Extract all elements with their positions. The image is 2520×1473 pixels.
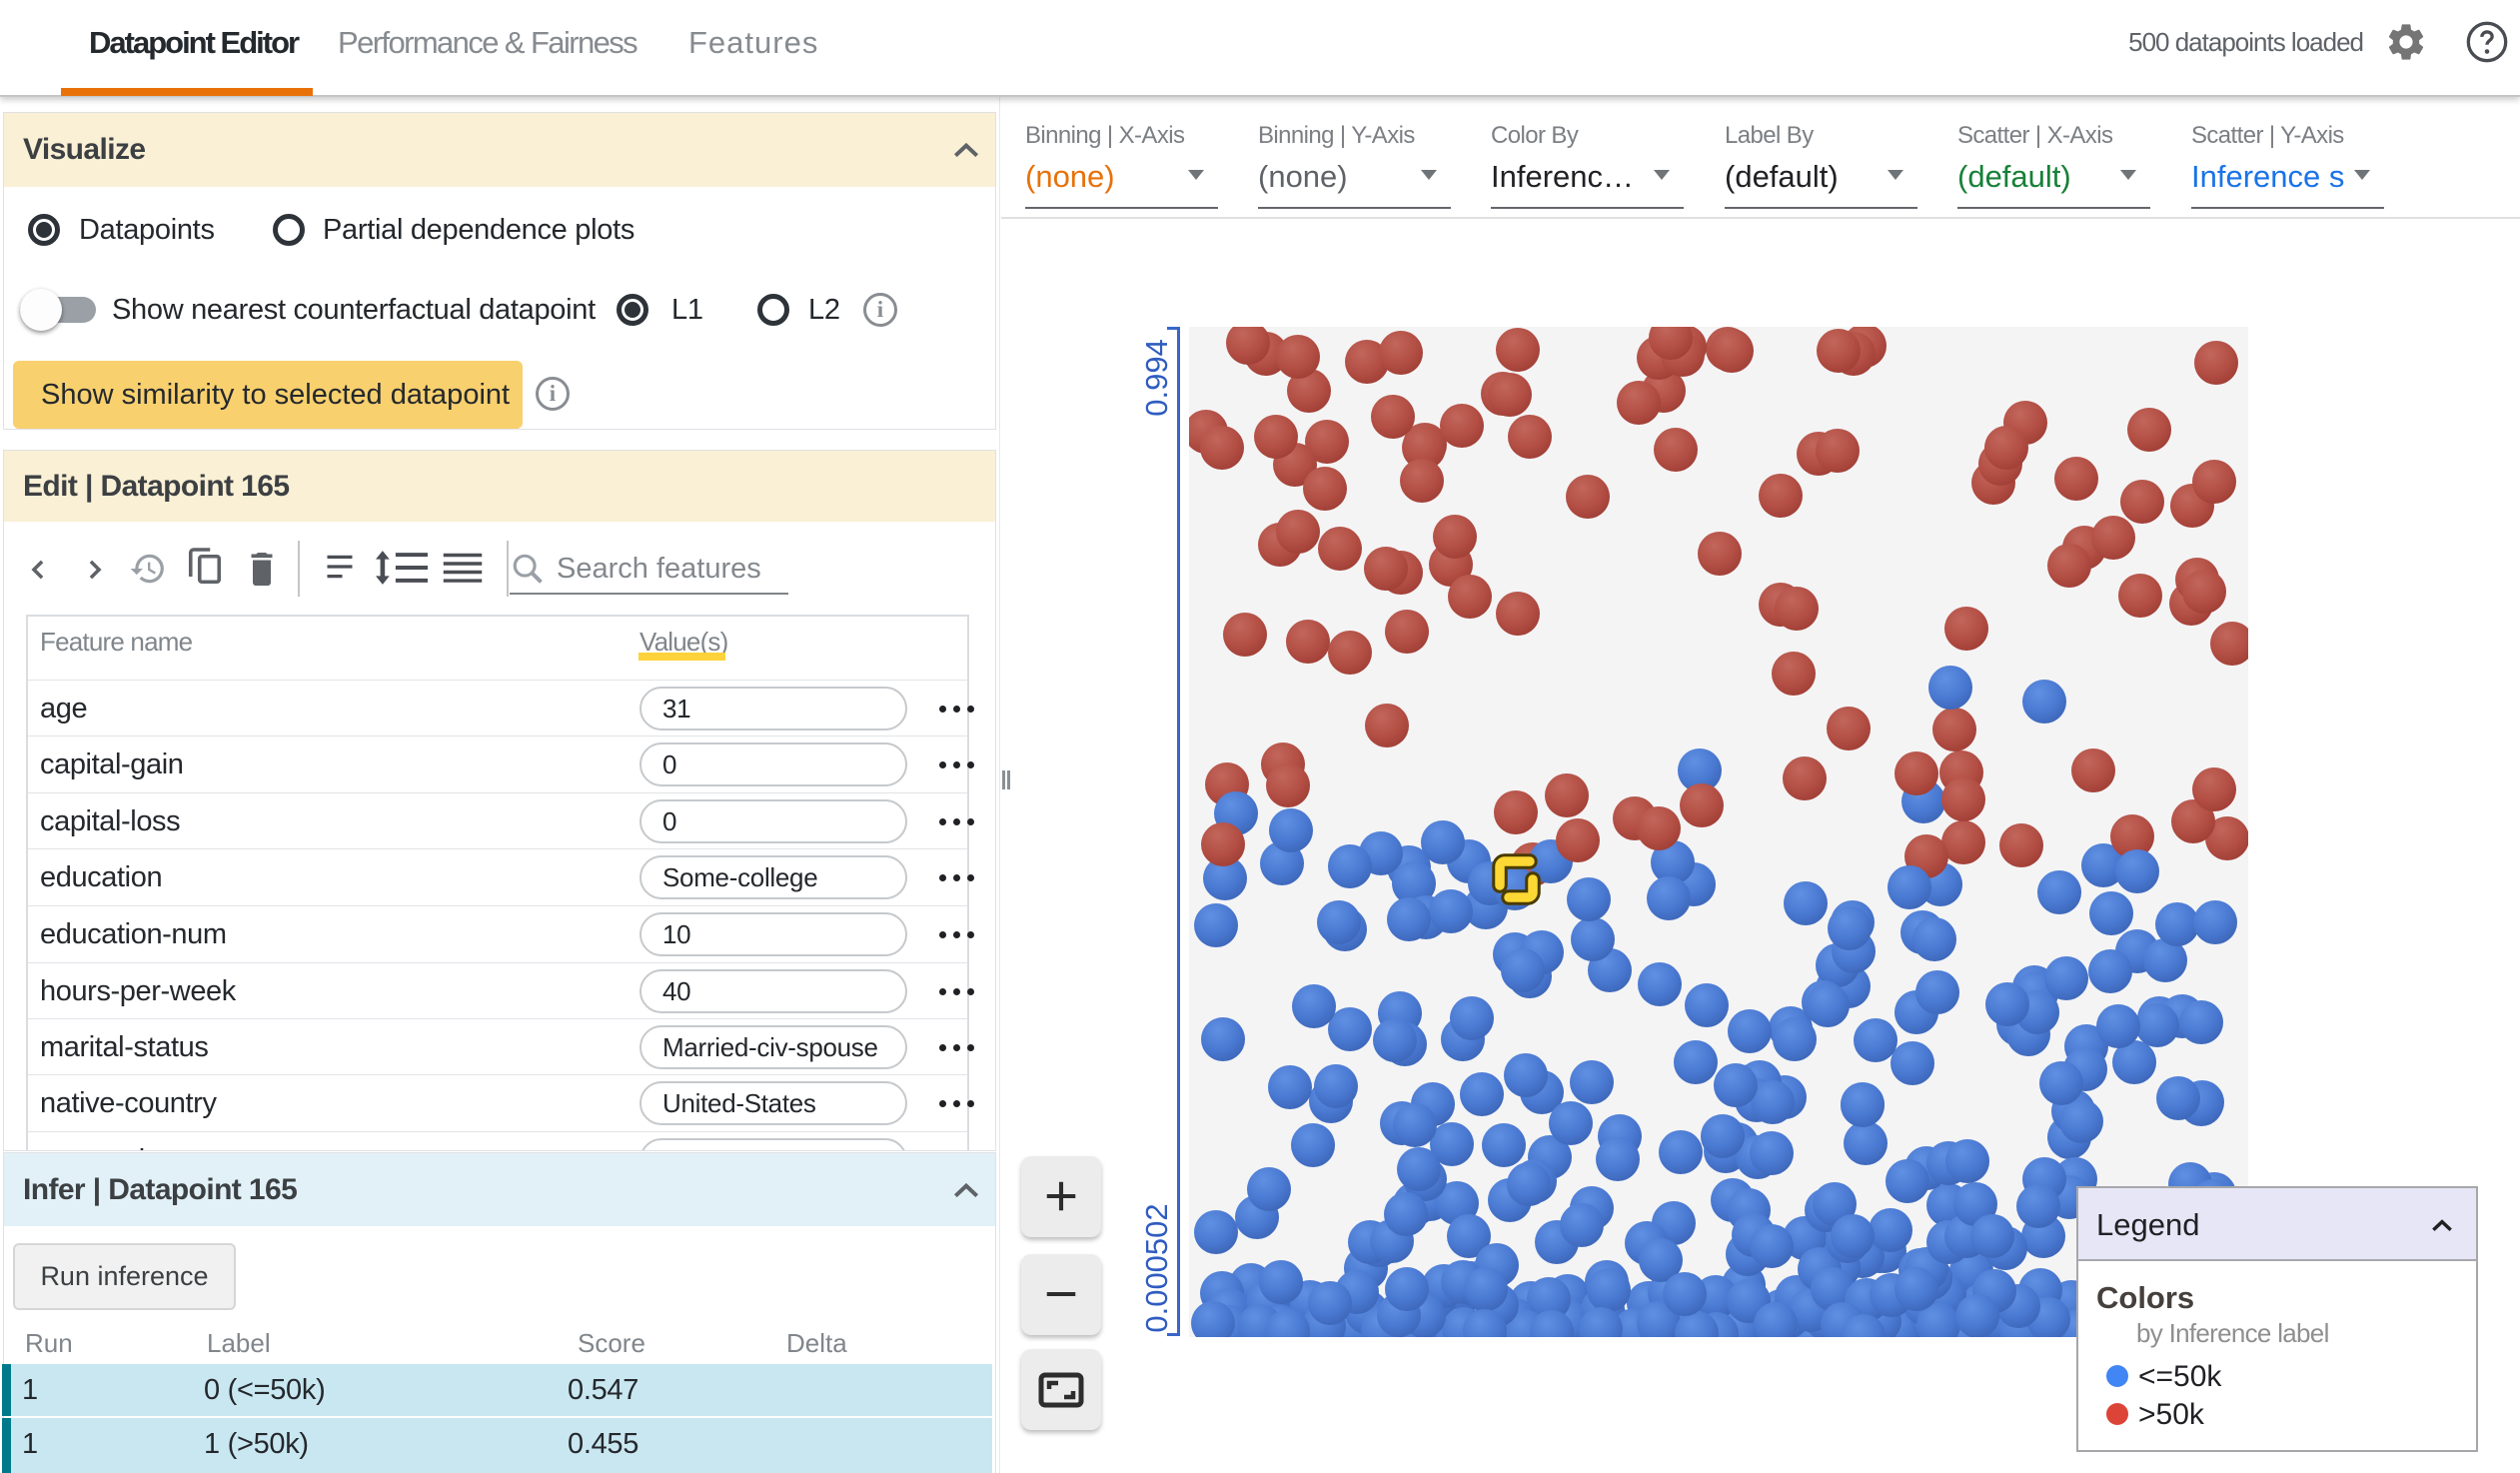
svg-text:0.994: 0.994	[1139, 339, 1174, 417]
svg-text:0.000502: 0.000502	[1139, 1203, 1174, 1332]
